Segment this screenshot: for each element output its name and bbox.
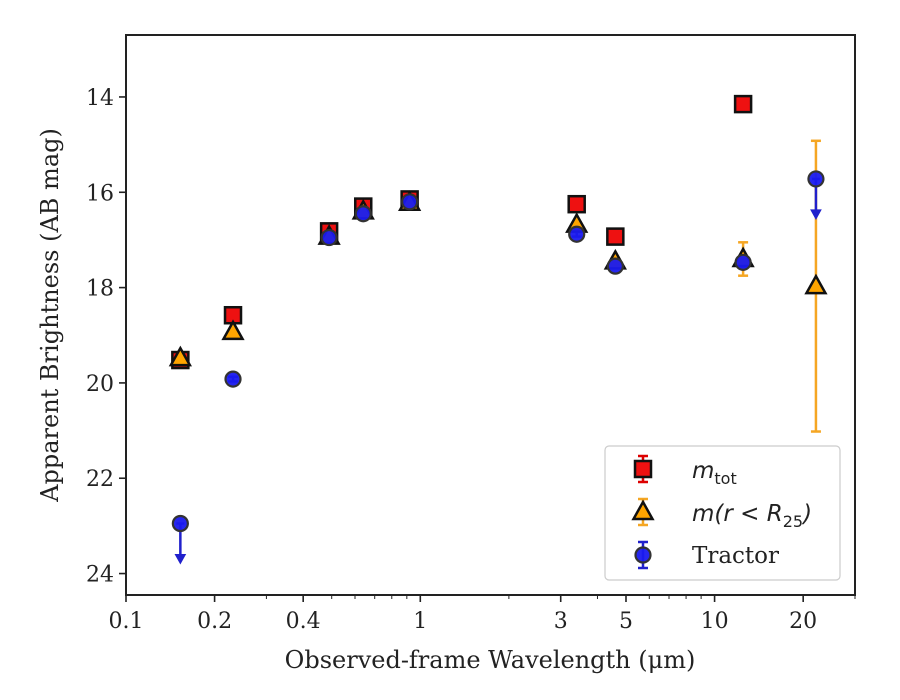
legend-mtot-sub: tot [714, 469, 736, 488]
legend-entry-mr: m(r < R25) [692, 501, 812, 531]
plot-frame [125, 34, 856, 596]
legend-mr-prefix: m(r < R [692, 501, 783, 527]
legend-marker [634, 546, 652, 564]
tractor-arrow-head [174, 554, 187, 565]
legend-marker [633, 459, 653, 479]
y-tick-label: 14 [86, 86, 114, 111]
legend-mr-sub: 25 [783, 512, 803, 531]
legend-marker-group [631, 454, 655, 570]
x-tick-label: 0.4 [286, 609, 321, 634]
legend-mr-suffix: ) [801, 501, 812, 527]
mtot-point [567, 194, 586, 214]
y-axis-label: Apparent Brightness (AB mag) [36, 128, 64, 503]
x-tick-label: 0.2 [197, 609, 232, 634]
x-tick-label: 3 [554, 609, 568, 634]
mr25-point [168, 345, 192, 367]
tractor-point [568, 225, 586, 243]
y-tick-label: 22 [86, 467, 114, 492]
legend-entry-mtot: mtot [692, 458, 737, 488]
y-tick-label: 18 [86, 277, 114, 302]
mr25-point [221, 319, 245, 341]
y-tick-label: 24 [86, 563, 114, 588]
tick-label-layer: 0.1 0.2 0.4 1 3 5 10 20 14 16 18 20 22 24 [86, 86, 817, 634]
legend-box [604, 445, 841, 581]
y-tick-label: 16 [86, 181, 114, 206]
legend: mtot m(r < R25) Tractor [604, 445, 841, 581]
tractor-point [606, 257, 624, 275]
legend-marker [631, 499, 655, 521]
x-tick-label: 5 [619, 609, 633, 634]
tractor-point [320, 228, 338, 247]
tractor-point [354, 205, 372, 223]
x-tick-label: 1 [413, 609, 427, 634]
x-tick-label: 0.1 [109, 609, 144, 634]
marker-layer [168, 94, 828, 533]
tractor-point [734, 253, 752, 271]
legend-mtot-base: m [692, 458, 714, 484]
tractor-point [401, 193, 419, 211]
tractor-point [807, 170, 825, 188]
mtot-point [606, 227, 625, 246]
x-axis-label: Observed-frame Wavelength (μm) [285, 646, 696, 674]
x-tick-label: 10 [701, 609, 729, 634]
tractor-arrow-head [810, 209, 822, 220]
y-tick-label: 20 [86, 372, 114, 397]
tractor-point [171, 514, 189, 533]
mtot-point [733, 94, 753, 114]
legend-entry-tractor: Tractor [692, 543, 779, 569]
mr25-point [804, 273, 828, 295]
x-tick-label: 20 [789, 609, 817, 634]
tractor-point [224, 370, 242, 388]
